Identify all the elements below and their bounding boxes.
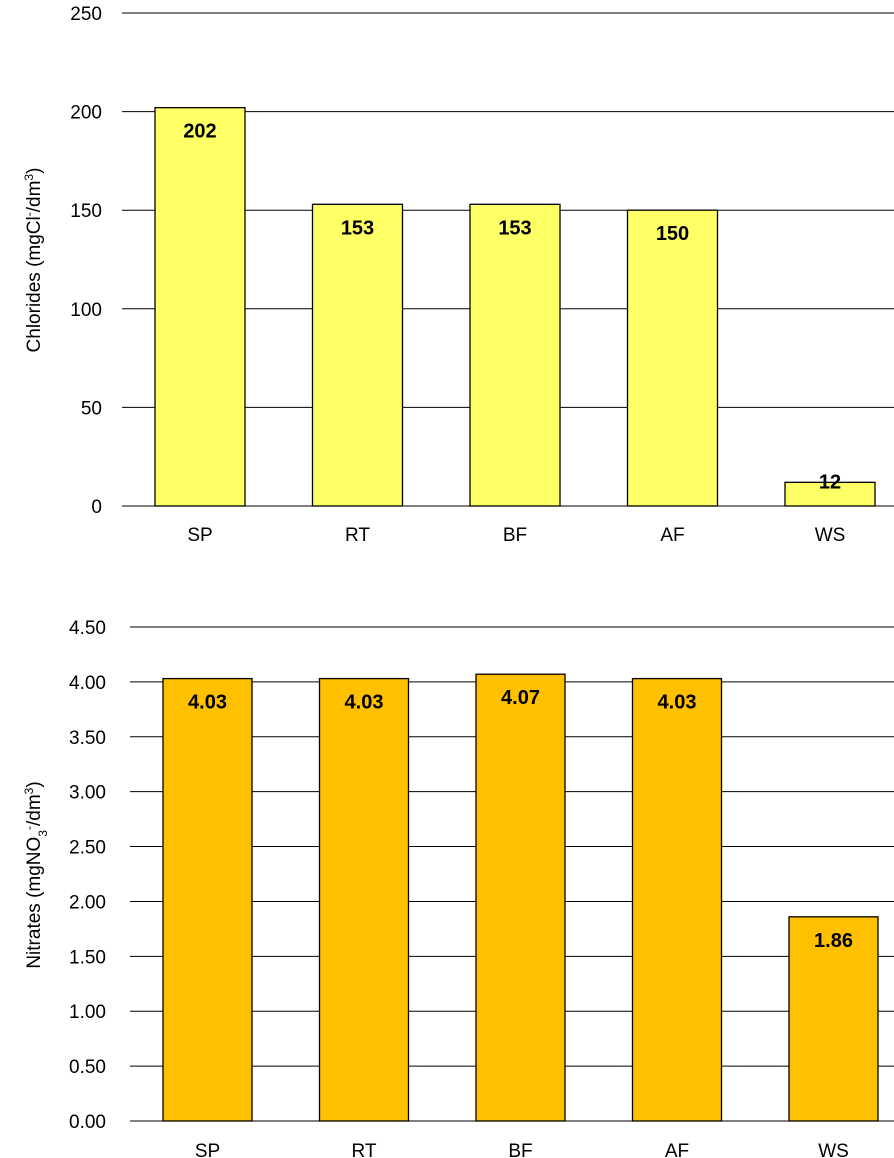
bar-ws (784, 481, 876, 507)
category-label: AF (665, 1141, 689, 1158)
data-label: 4.03 (658, 692, 697, 714)
category-label: WS (818, 1141, 849, 1158)
y-tick-label: 3.50 (69, 728, 106, 749)
category-label: SP (195, 1141, 220, 1158)
bar-sp (154, 107, 246, 507)
y-tick-label: 0.50 (69, 1057, 106, 1078)
data-label: 202 (183, 121, 216, 143)
bar-af (626, 209, 719, 507)
category-label: WS (815, 525, 846, 546)
bars (162, 673, 879, 1122)
data-label: 12 (819, 471, 841, 493)
y-tick-label: 150 (70, 201, 102, 222)
nitrates-chart: Nitrates (mgNO3-/dm3) 0.00 0.50 1.00 1.50 2.… (22, 618, 894, 1158)
category-label: BF (508, 1141, 532, 1158)
y-tick-label: 0.00 (69, 1112, 106, 1133)
category-labels: SP RT BF AF WS (187, 525, 845, 546)
bar-rt (311, 203, 404, 507)
data-labels: 202 153 153 150 12 (183, 121, 841, 494)
y-axis-title-text: Nitrates (mgNO3-/dm3) (22, 781, 50, 968)
data-label: 4.03 (188, 692, 227, 714)
y-tick-label: 1.50 (69, 947, 106, 968)
y-tick-label: 2.00 (69, 892, 106, 913)
data-label: 150 (656, 223, 689, 245)
y-tick-labels: 0.00 0.50 1.00 1.50 2.00 2.50 3.00 3.50 4.00 4.50 (69, 618, 106, 1133)
data-label: 153 (341, 217, 374, 239)
y-tick-label: 200 (70, 103, 102, 124)
y-tick-label: 50 (81, 398, 102, 419)
category-label: BF (503, 525, 527, 546)
y-axis-title-text: Chlorides (mgCl-/dm3) (22, 168, 45, 353)
bars (154, 107, 876, 507)
bar-af (631, 677, 723, 1122)
bar-rt (318, 677, 410, 1122)
data-label: 153 (498, 217, 531, 239)
y-tick-label: 4.50 (69, 618, 106, 639)
y-axis-title: Nitrates (mgNO3-/dm3) (22, 781, 50, 968)
data-label: 4.03 (345, 692, 384, 714)
y-tick-label: 100 (70, 300, 102, 321)
y-tick-label: 3.00 (69, 783, 106, 804)
y-tick-labels: 0 50 100 150 200 250 (70, 4, 102, 518)
y-tick-label: 4.00 (69, 673, 106, 694)
data-labels: 4.03 4.03 4.07 4.03 1.86 (188, 687, 853, 952)
y-tick-label: 250 (70, 4, 102, 25)
category-label: RT (345, 525, 370, 546)
category-label: SP (187, 525, 212, 546)
y-axis-title: Chlorides (mgCl-/dm3) (22, 168, 45, 353)
bar-sp (162, 677, 253, 1122)
bar-bf (469, 203, 561, 507)
category-label: RT (352, 1141, 377, 1158)
bar-bf (475, 673, 566, 1122)
y-tick-label: 2.50 (69, 838, 106, 859)
category-label: AF (660, 525, 684, 546)
y-tick-label: 1.00 (69, 1002, 106, 1023)
data-label: 1.86 (814, 930, 853, 952)
y-tick-label: 0 (91, 497, 102, 518)
chlorides-chart: Chlorides (mgCl-/dm3) 0 50 100 150 200 250 20… (22, 4, 894, 546)
category-labels: SP RT BF AF WS (195, 1141, 849, 1158)
bar-ws (788, 916, 879, 1122)
data-label: 4.07 (501, 687, 540, 709)
